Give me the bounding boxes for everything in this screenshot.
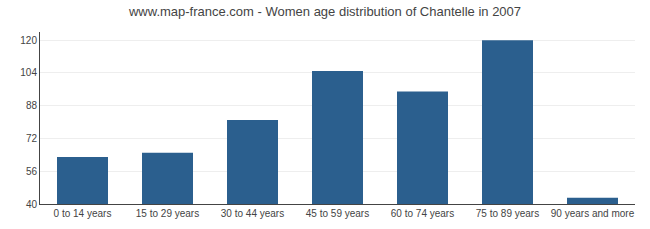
svg-text:104: 104 bbox=[20, 67, 37, 78]
svg-text:120: 120 bbox=[20, 35, 37, 46]
svg-text:90 years and more: 90 years and more bbox=[551, 208, 635, 219]
svg-text:88: 88 bbox=[26, 100, 38, 111]
svg-text:15 to 29 years: 15 to 29 years bbox=[136, 208, 199, 219]
svg-text:75 to 89 years: 75 to 89 years bbox=[476, 208, 539, 219]
svg-text:60 to 74 years: 60 to 74 years bbox=[391, 208, 454, 219]
svg-text:72: 72 bbox=[26, 133, 38, 144]
svg-text:56: 56 bbox=[26, 166, 38, 177]
svg-text:0 to 14 years: 0 to 14 years bbox=[54, 208, 112, 219]
svg-text:30 to 44 years: 30 to 44 years bbox=[221, 208, 284, 219]
svg-text:www.map-france.com - Women age: www.map-france.com - Women age distribut… bbox=[128, 4, 521, 19]
svg-text:40: 40 bbox=[26, 199, 38, 210]
svg-text:45 to 59 years: 45 to 59 years bbox=[306, 208, 369, 219]
